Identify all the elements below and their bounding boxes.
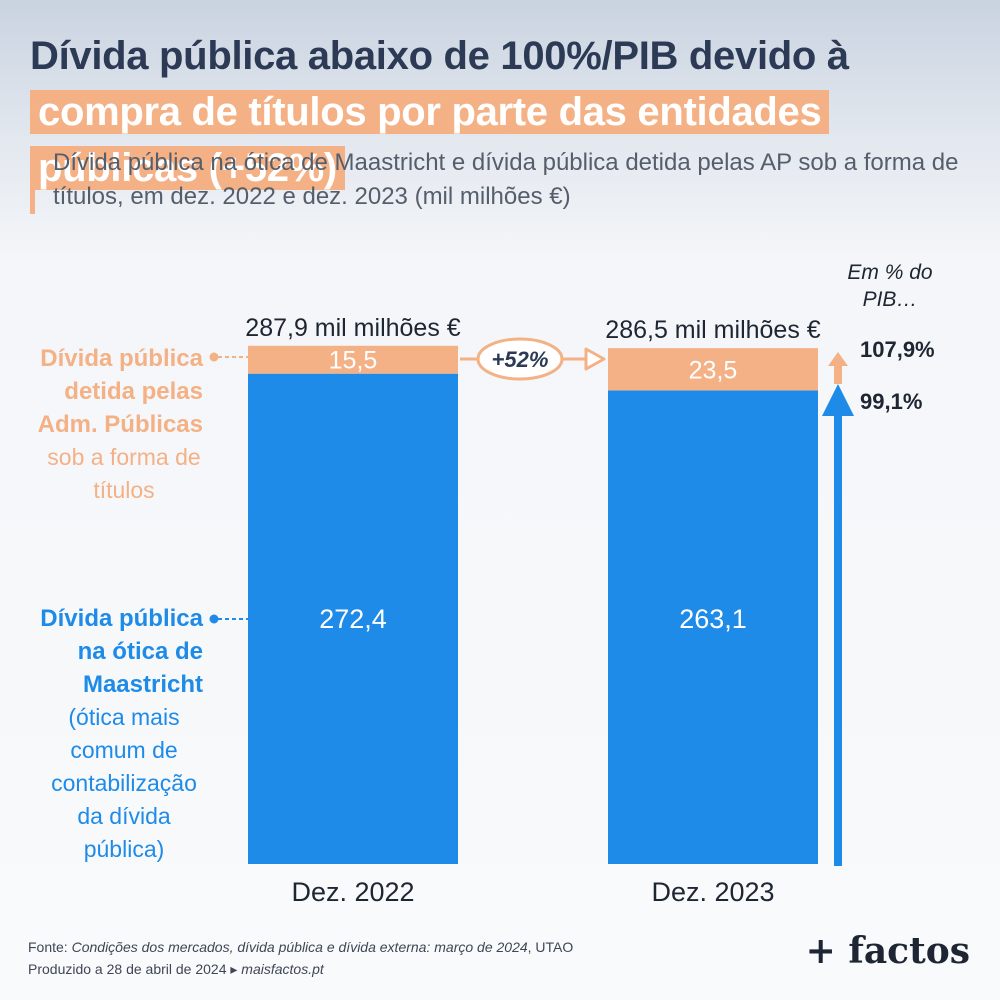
site-link[interactable]: maisfactos.pt <box>241 961 324 977</box>
legend-maastricht-normal-5: pública) <box>84 836 165 862</box>
source-note: Fonte: Condições dos mercados, dívida pú… <box>28 936 748 980</box>
legend-maastricht-normal-4: da dívida <box>77 803 171 829</box>
total-label-1: 287,9 mil milhões € <box>245 314 460 342</box>
source-line: Fonte: Condições dos mercados, dívida pú… <box>28 939 574 955</box>
pib-value-with-ap: 107,9% <box>860 337 935 362</box>
chart-title: Dívida pública abaixo de 100%/PIB devido… <box>30 28 980 196</box>
bar-ap-2 <box>608 348 818 391</box>
chart-subtitle: Dívida pública na ótica de Maastricht e … <box>30 146 983 214</box>
data-label-maastricht-1: 272,4 <box>319 604 387 634</box>
x-tick-label-1: Dez. 2022 <box>291 877 414 907</box>
growth-label: +52% <box>492 347 549 372</box>
pib-value-maastricht: 99,1% <box>860 389 922 414</box>
produced-line: Produzido a 28 de abril de 2024 ▸ maisfa… <box>28 961 324 977</box>
annotations-group: +52% Em % do PIB… 107,9% 99,1% <box>460 261 935 866</box>
legend-ap-normal-2: títulos <box>93 477 154 503</box>
bars-group: 15,5 272,4 287,9 mil milhões € Dez. 2022 23,… <box>245 314 820 907</box>
growth-arrow-head <box>584 347 606 371</box>
total-label-2: 286,5 mil milhões € <box>605 316 820 344</box>
legend-maastricht-bold-2: na ótica de <box>78 638 203 665</box>
pib-arrow-ap <box>828 352 848 384</box>
legend-maastricht-normal-2: comum de <box>70 737 177 763</box>
title-part-1: Dívida pública abaixo de 100%/PIB devido… <box>30 34 849 78</box>
data-label-ap-1: 15,5 <box>329 347 378 375</box>
pib-header-line-1: Em % do <box>847 261 933 284</box>
legend-maastricht-normal-3: contabilização <box>51 770 197 796</box>
legend-maastricht-normal-1: (ótica mais <box>68 704 179 730</box>
legend-ap-normal-1: sob a forma de <box>47 444 200 470</box>
brand-logo: + factos <box>805 930 970 972</box>
legend-group: Dívida pública detida pelas Adm. Públicas s… <box>38 345 248 862</box>
bar-maastricht-1 <box>248 373 458 864</box>
bar-ap-1 <box>248 345 458 374</box>
legend-ap-bold-1: Dívida pública <box>40 345 203 372</box>
legend-ap-bold-3: Adm. Públicas <box>38 411 203 438</box>
data-label-maastricht-2: 263,1 <box>679 604 747 634</box>
source-title: Condições dos mercados, dívida pública e… <box>71 939 528 955</box>
x-tick-label-2: Dez. 2023 <box>651 877 774 907</box>
legend-maastricht-bold-3: Maastricht <box>83 671 203 698</box>
pib-header-line-2: PIB… <box>863 288 918 311</box>
data-label-ap-2: 23,5 <box>689 356 738 384</box>
bar-maastricht-2 <box>608 390 818 864</box>
legend-maastricht-dot <box>209 614 219 624</box>
legend-ap-bold-2: detida pelas <box>64 378 203 405</box>
legend-maastricht-bold-1: Dívida pública <box>40 605 203 632</box>
legend-ap-dot <box>209 352 219 362</box>
